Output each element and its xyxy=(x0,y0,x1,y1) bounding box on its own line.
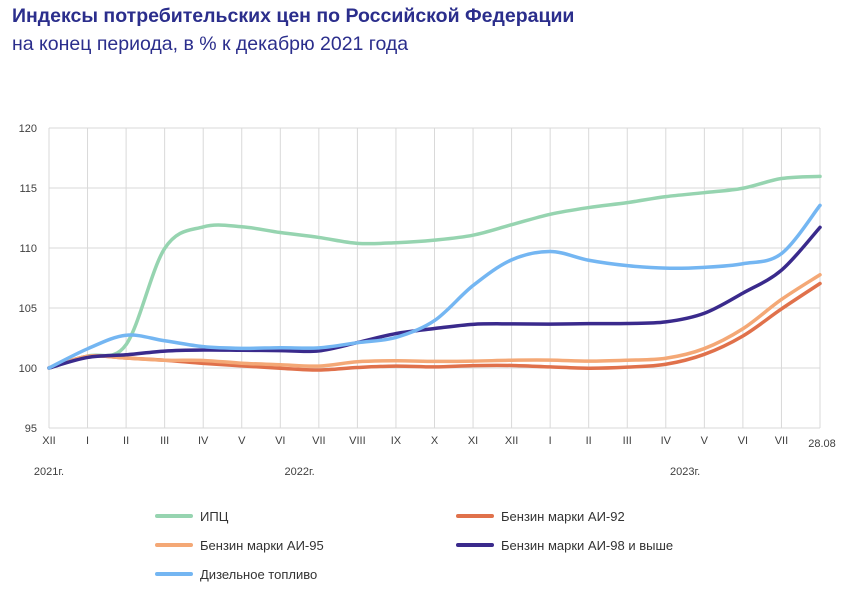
chart-legend: ИПЦ Бензин марки АИ-92 Бензин марки АИ-95 Б… xyxy=(155,509,673,582)
x-tick-label: III xyxy=(623,435,632,447)
legend-label: ИПЦ xyxy=(200,509,229,524)
x-tick-label: VI xyxy=(275,435,285,447)
x-tick-label: V xyxy=(238,435,246,447)
y-tick-label: 115 xyxy=(19,183,37,195)
x-tick-label: VI xyxy=(738,435,748,447)
x-tick-label: X xyxy=(431,435,439,447)
x-tick-label: XII xyxy=(42,435,55,447)
x-tick-label: VII xyxy=(312,435,325,447)
legend-label: Бензин марки АИ-98 и выше xyxy=(501,538,673,553)
series-line-4 xyxy=(47,203,822,370)
x-tick-label: I xyxy=(549,435,552,447)
x-tick-label: 28.08 xyxy=(808,438,836,450)
x-tick-label: XI xyxy=(468,435,478,447)
year-labels: 2021г. 2022г. 2023г. xyxy=(34,466,700,478)
y-axis: 95 100 105 110 115 120 xyxy=(19,123,37,435)
chart-subtitle: на конец периода, в % к декабрю 2021 год… xyxy=(12,33,409,55)
x-tick-label: V xyxy=(701,435,709,447)
y-tick-label: 110 xyxy=(19,243,37,255)
x-tick-label: IV xyxy=(661,435,672,447)
x-tick-label: II xyxy=(586,435,592,447)
x-tick-label: IX xyxy=(391,435,402,447)
chart-title: Индексы потребительских цен по Российско… xyxy=(12,5,575,27)
series-lines xyxy=(47,174,822,372)
chart-grid xyxy=(48,127,821,429)
series-line-0 xyxy=(47,174,822,370)
x-tick-label: III xyxy=(160,435,169,447)
x-tick-label: IV xyxy=(198,435,209,447)
y-tick-label: 95 xyxy=(25,423,37,435)
x-tick-label: I xyxy=(86,435,89,447)
x-tick-label: II xyxy=(123,435,129,447)
legend-label: Бензин марки АИ-95 xyxy=(200,538,324,553)
y-tick-label: 105 xyxy=(19,303,37,315)
y-tick-label: 120 xyxy=(19,123,37,135)
series-line-2 xyxy=(47,273,822,370)
x-tick-label: VII xyxy=(775,435,788,447)
year-label: 2023г. xyxy=(670,466,700,478)
year-label: 2021г. xyxy=(34,466,64,478)
x-tick-label: XII xyxy=(505,435,518,447)
legend-label: Дизельное топливо xyxy=(200,567,317,582)
x-axis: XII I II III IV V VI VII VIII IX X XI XII I II III IV V VI… xyxy=(42,435,835,450)
legend-label: Бензин марки АИ-92 xyxy=(501,509,625,524)
year-label: 2022г. xyxy=(284,466,314,478)
x-tick-label: VIII xyxy=(349,435,366,447)
series-line-3 xyxy=(47,225,822,370)
y-tick-label: 100 xyxy=(19,363,37,375)
